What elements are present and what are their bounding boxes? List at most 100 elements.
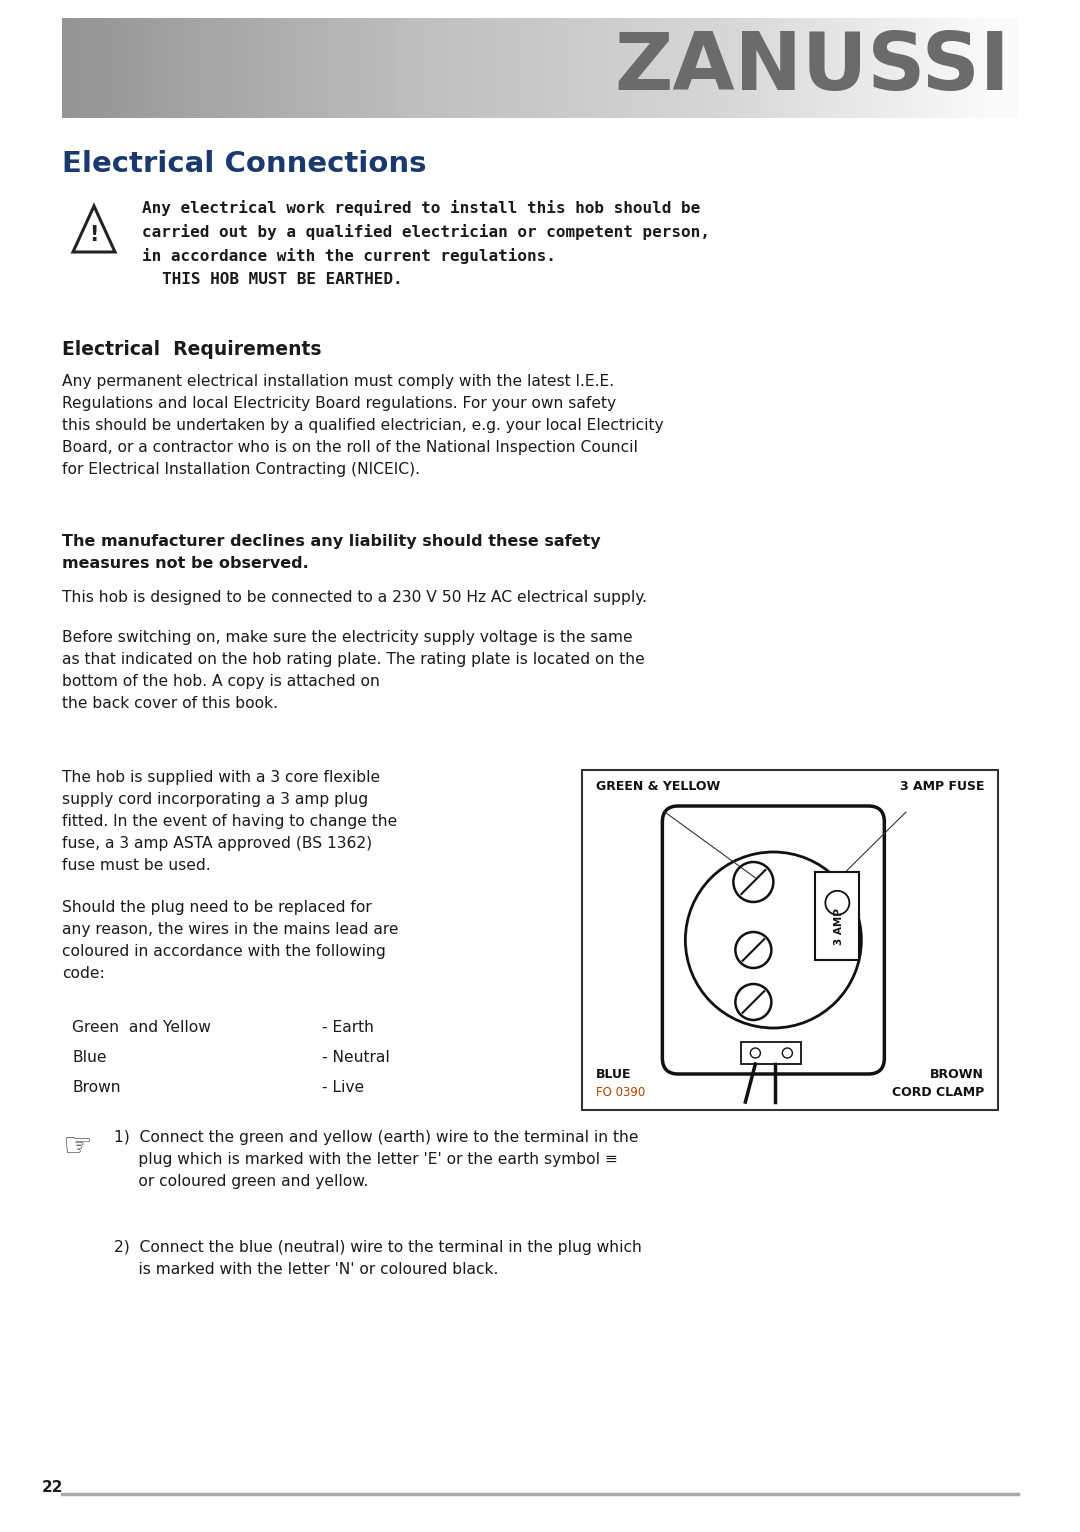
- Bar: [739, 18, 742, 118]
- Bar: [353, 18, 357, 118]
- Bar: [518, 18, 522, 118]
- Bar: [207, 18, 212, 118]
- Bar: [280, 18, 283, 118]
- Bar: [490, 18, 494, 118]
- Bar: [485, 18, 488, 118]
- Bar: [757, 18, 761, 118]
- Bar: [420, 18, 423, 118]
- Bar: [303, 18, 307, 118]
- Bar: [191, 18, 194, 118]
- Bar: [77, 18, 80, 118]
- Bar: [404, 18, 407, 118]
- Text: - Earth: - Earth: [322, 1020, 374, 1036]
- Bar: [370, 18, 374, 118]
- Bar: [956, 18, 959, 118]
- Bar: [117, 18, 120, 118]
- Bar: [767, 18, 770, 118]
- Bar: [873, 18, 876, 118]
- Bar: [980, 18, 983, 118]
- Bar: [863, 18, 866, 118]
- Bar: [698, 18, 701, 118]
- Bar: [991, 18, 995, 118]
- Bar: [437, 18, 441, 118]
- Bar: [1011, 18, 1014, 118]
- Bar: [741, 1042, 801, 1065]
- Bar: [430, 18, 433, 118]
- Text: Green  and Yellow: Green and Yellow: [72, 1020, 211, 1036]
- Bar: [232, 18, 235, 118]
- Bar: [676, 18, 679, 118]
- Bar: [509, 18, 512, 118]
- Bar: [585, 18, 589, 118]
- Bar: [423, 18, 427, 118]
- Bar: [217, 18, 220, 118]
- Bar: [786, 18, 789, 118]
- Bar: [451, 18, 455, 118]
- Bar: [636, 18, 639, 118]
- Bar: [79, 18, 82, 118]
- Bar: [741, 18, 744, 118]
- Bar: [387, 18, 391, 118]
- Bar: [457, 18, 460, 118]
- Bar: [465, 18, 470, 118]
- Bar: [459, 18, 462, 118]
- Bar: [487, 18, 490, 118]
- Bar: [573, 18, 577, 118]
- Bar: [1013, 18, 1016, 118]
- Bar: [356, 18, 360, 118]
- Bar: [260, 18, 264, 118]
- Bar: [201, 18, 204, 118]
- Bar: [112, 18, 116, 118]
- Bar: [492, 18, 496, 118]
- Bar: [581, 18, 584, 118]
- Bar: [432, 18, 436, 118]
- Bar: [559, 18, 563, 118]
- Bar: [611, 18, 616, 118]
- Bar: [311, 18, 314, 118]
- Bar: [140, 18, 145, 118]
- Bar: [576, 18, 579, 118]
- Text: FO 0390: FO 0390: [596, 1086, 645, 1098]
- Bar: [71, 18, 75, 118]
- Bar: [765, 18, 768, 118]
- Bar: [83, 18, 86, 118]
- Bar: [463, 18, 467, 118]
- Bar: [532, 18, 536, 118]
- Bar: [922, 18, 926, 118]
- Bar: [469, 18, 472, 118]
- FancyBboxPatch shape: [662, 806, 885, 1074]
- Bar: [798, 18, 801, 118]
- Bar: [222, 18, 226, 118]
- Bar: [566, 18, 569, 118]
- Bar: [337, 18, 340, 118]
- Bar: [272, 18, 275, 118]
- Bar: [384, 18, 388, 118]
- Bar: [136, 18, 139, 118]
- Bar: [564, 18, 567, 118]
- Bar: [148, 18, 151, 118]
- Text: ☞: ☞: [62, 1131, 92, 1163]
- Bar: [824, 18, 827, 118]
- Bar: [335, 18, 338, 118]
- Bar: [729, 18, 732, 118]
- Bar: [875, 18, 878, 118]
- Bar: [643, 18, 646, 118]
- Bar: [124, 18, 127, 118]
- Bar: [120, 18, 123, 118]
- Bar: [162, 18, 165, 118]
- Bar: [571, 18, 575, 118]
- Bar: [461, 18, 464, 118]
- Bar: [332, 18, 336, 118]
- Text: Any electrical work required to install this hob should be
carried out by a qual: Any electrical work required to install …: [141, 201, 710, 264]
- Bar: [497, 18, 500, 118]
- Bar: [920, 18, 923, 118]
- Bar: [865, 18, 868, 118]
- Text: ZANUSSI: ZANUSSI: [615, 29, 1010, 107]
- Bar: [100, 18, 104, 118]
- Bar: [569, 18, 572, 118]
- Bar: [548, 18, 551, 118]
- Bar: [516, 18, 519, 118]
- Bar: [672, 18, 675, 118]
- Text: Should the plug need to be replaced for
any reason, the wires in the mains lead : Should the plug need to be replaced for …: [62, 899, 399, 980]
- Bar: [968, 18, 971, 118]
